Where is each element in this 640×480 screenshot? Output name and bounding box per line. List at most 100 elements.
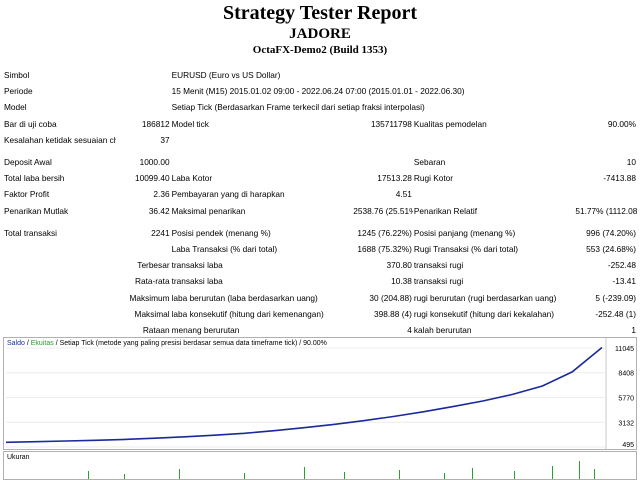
row-drawdown: Penarikan Mutlak 36.42 Maksimal penarika…: [3, 203, 637, 219]
largest-profit-value: 370.80: [386, 260, 412, 271]
largest-loss-value: -252.48: [607, 260, 636, 271]
row-netprofit: Total laba bersih 10099.40 Laba Kotor 17…: [3, 170, 637, 186]
y-tick-label-4: 11045: [615, 346, 634, 353]
row-maximum: Maksimum laba berurutan (laba berdasarka…: [3, 289, 637, 305]
y-tick-label-2: 5770: [618, 396, 634, 403]
spread-label: Sebaran: [413, 157, 446, 168]
quality-label: Kualitas pemodelan: [413, 118, 487, 129]
reldd-label: Penarikan Relatif: [413, 205, 478, 216]
short-label: Posisi pendek (menang %): [171, 227, 271, 238]
loss-trades-value: 553 (24.68%): [586, 243, 636, 254]
maximal-profit-value: 398.88 (4): [374, 308, 412, 319]
volume-bar-10: [552, 466, 553, 479]
largest-label: Terbesar: [137, 260, 170, 271]
bars-label: Bar di uji coba: [4, 118, 57, 129]
reldd-value: 51.77% (1112.08): [575, 205, 637, 216]
symbol-label: Simbol: [4, 70, 30, 81]
volume-chart-svg: [88, 461, 595, 479]
ticks-value: 135711798: [370, 118, 412, 129]
average-label: Rata-rata: [134, 276, 170, 287]
avg-wins-value: 4: [407, 324, 412, 335]
netprofit-value: 10099.40: [134, 173, 170, 184]
volume-bar-4: [304, 467, 305, 479]
volume-bar-11: [579, 461, 580, 479]
pf-value: 2.36: [153, 189, 170, 200]
average-loss-label: transaksi rugi: [413, 276, 464, 287]
maximal-loss-label: rugi konsekutif (hitung dari kekalahan): [413, 308, 555, 319]
bars-value: 186812: [141, 118, 170, 129]
volume-bar-6: [399, 470, 400, 479]
errors-value: 37: [160, 134, 170, 145]
avg-wins-label: menang berurutan: [171, 324, 240, 335]
row-period: Periode 15 Menit (M15) 2015.01.02 09:00 …: [3, 83, 637, 99]
avg-losses-label: kalah berurutan: [413, 324, 472, 335]
avg-losses-value: 1: [631, 324, 636, 335]
maxdd-value: 2538.76 (25.51%): [353, 205, 413, 216]
maximal-loss-value: -252.48 (1): [595, 308, 636, 319]
quality-value: 90.00%: [607, 118, 636, 129]
volume-bar-9: [514, 471, 515, 479]
row-largest: Terbesar transaksi laba 370.80 transaksi…: [3, 257, 637, 273]
row-profitfactor: Faktor Profit 2.36 Pembayaran yang di ha…: [3, 186, 637, 202]
model-label: Model: [4, 102, 27, 113]
loss-trades-label: Rugi Transaksi (% dari total): [413, 243, 519, 254]
volume-bar-5: [344, 472, 345, 479]
y-tick-label-1: 3132: [618, 420, 634, 427]
profit-trades-value: 1688 (75.32%): [357, 243, 412, 254]
profit-trades-label: Laba Transaksi (% dari total): [171, 243, 278, 254]
report-table: Simbol EURUSD (Euro vs US Dollar) Period…: [3, 67, 637, 338]
maximal-label: Maksimal: [134, 308, 170, 319]
maximal-profit-label: laba konsekutif (hitung dari kemenangan): [171, 308, 324, 319]
grossloss-label: Rugi Kotor: [413, 173, 454, 184]
volume-bar-0: [88, 471, 89, 479]
grossprofit-label: Laba Kotor: [171, 173, 213, 184]
absdd-value: 36.42: [148, 205, 170, 216]
grossloss-value: -7413.88: [603, 173, 636, 184]
max-consec-losses-value: 5 (-239.09): [595, 292, 636, 303]
row-profit-loss-trades: Laba Transaksi (% dari total) 1688 (75.3…: [3, 241, 637, 257]
row-avg-consec: Rataan menang berurutan 4 kalah beruruta…: [3, 322, 637, 338]
payoff-value: 4.51: [395, 189, 412, 200]
spread-value: 10: [626, 157, 636, 168]
average-loss-value: -13.41: [612, 276, 636, 287]
long-label: Posisi panjang (menang %): [413, 227, 516, 238]
balance-chart: 495 3132 5770 8408 11045 Saldo / Ekuitas / S…: [3, 337, 637, 450]
max-consec-losses-label: rugi berurutan (rugi berdasarkan uang): [413, 292, 557, 303]
row-symbol: Simbol EURUSD (Euro vs US Dollar): [3, 67, 637, 83]
volume-bar-1: [124, 474, 125, 479]
row-trades: Total transaksi 2241 Posisi pendek (mena…: [3, 225, 637, 241]
expert-name: JADORE: [289, 26, 351, 42]
maximum-label: Maksimum: [129, 292, 170, 303]
volume-label: Ukuran: [7, 454, 30, 461]
balance-line: [5, 346, 603, 444]
row-average: Rata-rata transaksi laba 10.38 transaksi…: [3, 273, 637, 289]
row-deposit: Deposit Awal 1000.00 Sebaran 10: [3, 154, 637, 170]
y-tick-label-0: 495: [622, 442, 634, 449]
chart-legend: Saldo / Ekuitas / Setiap Tick (metode ya…: [7, 340, 327, 347]
max-consec-wins-value: 30 (204.88): [369, 292, 412, 303]
row-bars: Bar di uji coba 186812 Model tick 135711…: [3, 116, 637, 132]
legend-separator: /: [26, 340, 29, 347]
period-value: 15 Menit (M15) 2015.01.02 09:00 - 2022.0…: [171, 86, 465, 97]
long-value: 996 (74.20%): [586, 227, 636, 238]
payoff-label: Pembayaran yang di harapkan: [171, 189, 285, 200]
volume-bar-12: [594, 469, 595, 479]
ticks-label: Model tick: [171, 118, 209, 129]
avgconsec-label: Rataan: [142, 324, 170, 335]
absdd-label: Penarikan Mutlak: [4, 205, 69, 216]
legend-description: / Setiap Tick (metode yang paling presis…: [55, 340, 327, 347]
volume-bar-3: [244, 473, 245, 479]
maxdd-label: Maksimal penarikan: [171, 205, 246, 216]
largest-loss-label: transaksi rugi: [413, 260, 464, 271]
row-maximal: Maksimal laba konsekutif (hitung dari ke…: [3, 306, 637, 322]
average-profit-value: 10.38: [391, 276, 412, 287]
model-value: Setiap Tick (Berdasarkan Frame terkecil …: [171, 102, 425, 113]
report-title: Strategy Tester Report: [222, 2, 418, 24]
legend-equity: Ekuitas: [30, 340, 54, 347]
errors-label: Kesalahan ketidak sesuaian chart: [4, 134, 117, 145]
period-label: Periode: [4, 86, 33, 97]
netprofit-label: Total laba bersih: [4, 173, 65, 184]
pf-label: Faktor Profit: [4, 189, 50, 200]
short-value: 1245 (76.22%): [357, 227, 412, 238]
largest-profit-label: transaksi laba: [171, 260, 223, 271]
